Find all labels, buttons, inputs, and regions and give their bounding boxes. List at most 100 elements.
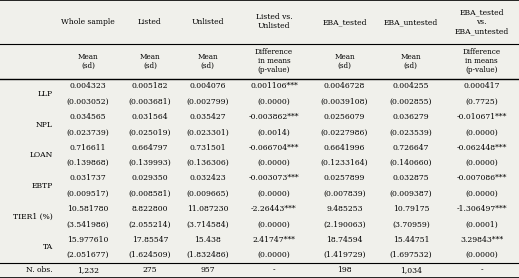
Text: (2.051677): (2.051677) xyxy=(67,251,109,259)
Text: 1,232: 1,232 xyxy=(77,266,99,274)
Text: Difference
in means
(p-value): Difference in means (p-value) xyxy=(255,48,293,75)
Text: -: - xyxy=(272,266,275,274)
Text: (3.541986): (3.541986) xyxy=(66,220,110,228)
Text: (1.832486): (1.832486) xyxy=(186,251,229,259)
Text: 0.031564: 0.031564 xyxy=(132,113,168,121)
Text: EBA_tested
vs.
EBA_untested: EBA_tested vs. EBA_untested xyxy=(455,9,509,35)
Text: N. obs.: N. obs. xyxy=(26,266,53,274)
Text: (0.023301): (0.023301) xyxy=(186,128,229,136)
Text: (0.0014): (0.0014) xyxy=(257,128,290,136)
Text: -0.003862***: -0.003862*** xyxy=(249,113,299,121)
Text: (0.0039108): (0.0039108) xyxy=(321,98,368,106)
Text: (0.136306): (0.136306) xyxy=(186,159,229,167)
Text: 957: 957 xyxy=(200,266,215,274)
Text: 2.41747***: 2.41747*** xyxy=(252,236,295,244)
Text: 0.726647: 0.726647 xyxy=(393,144,429,152)
Text: Mean
(sd): Mean (sd) xyxy=(197,53,218,70)
Text: 15.44751: 15.44751 xyxy=(393,236,429,244)
Text: 9.485253: 9.485253 xyxy=(326,205,363,213)
Text: 0.034565: 0.034565 xyxy=(70,113,106,121)
Text: Listed vs.
Unlisted: Listed vs. Unlisted xyxy=(255,13,292,31)
Text: -: - xyxy=(480,266,483,274)
Text: 3.29843***: 3.29843*** xyxy=(460,236,503,244)
Text: -1.306497***: -1.306497*** xyxy=(456,205,507,213)
Text: 0.0256079: 0.0256079 xyxy=(324,113,365,121)
Text: (1.624509): (1.624509) xyxy=(129,251,171,259)
Text: Mean
(sd): Mean (sd) xyxy=(334,53,355,70)
Text: EBA_untested: EBA_untested xyxy=(384,18,438,26)
Text: (3.70959): (3.70959) xyxy=(392,220,430,228)
Text: (0.002799): (0.002799) xyxy=(186,98,229,106)
Text: 0.731501: 0.731501 xyxy=(189,144,226,152)
Text: (3.714584): (3.714584) xyxy=(186,220,229,228)
Text: LOAN: LOAN xyxy=(30,152,53,159)
Text: TA: TA xyxy=(43,243,53,251)
Text: 15.977610: 15.977610 xyxy=(67,236,108,244)
Text: 0.031737: 0.031737 xyxy=(70,174,106,182)
Text: (0.003052): (0.003052) xyxy=(66,98,110,106)
Text: 0.004323: 0.004323 xyxy=(70,83,106,90)
Text: Mean
(sd): Mean (sd) xyxy=(140,53,160,70)
Text: (2.055214): (2.055214) xyxy=(129,220,171,228)
Text: 0.029350: 0.029350 xyxy=(132,174,168,182)
Text: TIER1 (%): TIER1 (%) xyxy=(13,213,53,221)
Text: 8.822800: 8.822800 xyxy=(132,205,168,213)
Text: 0.005182: 0.005182 xyxy=(132,83,168,90)
Text: -2.26443***: -2.26443*** xyxy=(251,205,297,213)
Text: (0.003681): (0.003681) xyxy=(129,98,171,106)
Text: (0.023539): (0.023539) xyxy=(389,128,432,136)
Text: -0.066704***: -0.066704*** xyxy=(249,144,299,152)
Text: (0.1233164): (0.1233164) xyxy=(321,159,368,167)
Text: (0.0000): (0.0000) xyxy=(465,251,498,259)
Text: -0.003073***: -0.003073*** xyxy=(249,174,299,182)
Text: 0.6641996: 0.6641996 xyxy=(324,144,365,152)
Text: (0.009517): (0.009517) xyxy=(67,190,109,198)
Text: 17.85547: 17.85547 xyxy=(132,236,168,244)
Text: (0.0227986): (0.0227986) xyxy=(321,128,368,136)
Text: (0.025019): (0.025019) xyxy=(129,128,171,136)
Text: Listed: Listed xyxy=(138,18,162,26)
Text: (0.139868): (0.139868) xyxy=(66,159,110,167)
Text: 0.032423: 0.032423 xyxy=(189,174,226,182)
Text: (0.0000): (0.0000) xyxy=(257,220,290,228)
Text: 275: 275 xyxy=(143,266,157,274)
Text: (0.009387): (0.009387) xyxy=(390,190,432,198)
Text: (0.7725): (0.7725) xyxy=(465,98,498,106)
Text: Whole sample: Whole sample xyxy=(61,18,115,26)
Text: Mean
(sd): Mean (sd) xyxy=(401,53,421,70)
Text: -0.062448***: -0.062448*** xyxy=(456,144,507,152)
Text: (0.0000): (0.0000) xyxy=(257,251,290,259)
Text: -0.010671***: -0.010671*** xyxy=(456,113,507,121)
Text: (0.0001): (0.0001) xyxy=(465,220,498,228)
Text: NPL: NPL xyxy=(36,121,53,129)
Text: 0.716611: 0.716611 xyxy=(70,144,106,152)
Text: Mean
(sd): Mean (sd) xyxy=(78,53,98,70)
Text: 1,034: 1,034 xyxy=(400,266,422,274)
Text: (1.419729): (1.419729) xyxy=(323,251,366,259)
Text: 0.0257899: 0.0257899 xyxy=(324,174,365,182)
Text: (0.140660): (0.140660) xyxy=(390,159,432,167)
Text: EBTP: EBTP xyxy=(31,182,53,190)
Text: (0.139993): (0.139993) xyxy=(129,159,171,167)
Text: 0.036279: 0.036279 xyxy=(392,113,429,121)
Text: (0.007839): (0.007839) xyxy=(323,190,366,198)
Text: -0.007086***: -0.007086*** xyxy=(456,174,507,182)
Text: (0.0000): (0.0000) xyxy=(465,159,498,167)
Text: (1.697532): (1.697532) xyxy=(390,251,432,259)
Text: (0.0000): (0.0000) xyxy=(257,159,290,167)
Text: 18.74594: 18.74594 xyxy=(326,236,363,244)
Text: (0.0000): (0.0000) xyxy=(257,190,290,198)
Text: (0.008581): (0.008581) xyxy=(129,190,171,198)
Text: (0.002855): (0.002855) xyxy=(390,98,432,106)
Text: (0.0000): (0.0000) xyxy=(465,190,498,198)
Text: 15.438: 15.438 xyxy=(194,236,221,244)
Text: 198: 198 xyxy=(337,266,352,274)
Text: EBA_tested: EBA_tested xyxy=(322,18,367,26)
Text: (0.009665): (0.009665) xyxy=(186,190,229,198)
Text: LLP: LLP xyxy=(37,90,53,98)
Text: 0.000417: 0.000417 xyxy=(463,83,500,90)
Text: 0.004076: 0.004076 xyxy=(189,83,226,90)
Text: Difference
in means
(p-value): Difference in means (p-value) xyxy=(462,48,501,75)
Text: Unlisted: Unlisted xyxy=(192,18,224,26)
Text: 10.79175: 10.79175 xyxy=(393,205,429,213)
